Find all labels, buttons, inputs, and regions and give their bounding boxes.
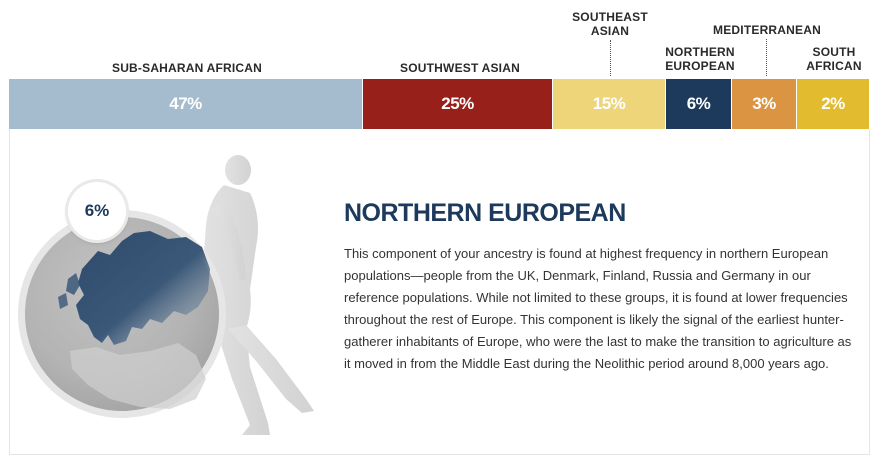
segment-sub-saharan-african[interactable]: 47% — [9, 79, 363, 129]
ancestry-detail-panel: 6% NORTHERN EUROPEAN This component of y… — [9, 129, 870, 455]
leader-southeast-asian — [610, 40, 611, 76]
label-southeast-asian-line1: SOUTHEAST — [572, 10, 648, 24]
leader-mediterranean — [766, 39, 767, 76]
label-northern-european-line2: EUROPEAN — [665, 59, 735, 73]
segment-mediterranean[interactable]: 3% — [732, 79, 797, 129]
label-northern-european-line1: NORTHERN — [665, 45, 735, 59]
ancestry-description: This component of your ancestry is found… — [344, 246, 852, 371]
ancestry-composition-bar: 47% 25% 15% 6% 3% 2% — [9, 79, 869, 129]
label-northern-european: NORTHERN EUROPEAN — [652, 45, 748, 73]
label-south-african-line1: SOUTH — [812, 45, 856, 59]
segment-southeast-asian[interactable]: 15% — [553, 79, 666, 129]
label-sub-saharan-african: SUB-SAHARAN AFRICAN — [111, 61, 262, 75]
label-south-african: SOUTH AFRICAN — [796, 45, 872, 73]
segment-northern-european[interactable]: 6% — [666, 79, 732, 129]
segment-south-african[interactable]: 2% — [797, 79, 869, 129]
label-south-african-line2: AFRICAN — [806, 59, 862, 73]
walking-figure-and-globe-icon — [18, 155, 314, 435]
label-southeast-asian-line2: ASIAN — [590, 24, 630, 38]
label-mediterranean: MEDITERRANEAN — [713, 23, 821, 37]
ancestry-percentage-badge: 6% — [68, 182, 126, 240]
label-southwest-asian: SOUTHWEST ASIAN — [400, 61, 520, 75]
ancestry-title: NORTHERN EUROPEAN — [344, 199, 626, 227]
segment-southwest-asian[interactable]: 25% — [363, 79, 553, 129]
label-southeast-asian: SOUTHEAST ASIAN — [560, 10, 660, 38]
